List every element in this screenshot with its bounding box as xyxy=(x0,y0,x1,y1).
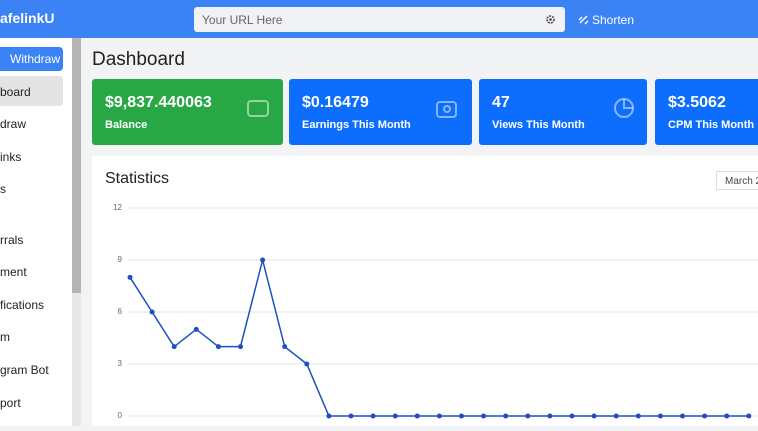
nav-item[interactable]: port xyxy=(0,396,21,410)
point xyxy=(414,413,420,419)
nav-item[interactable]: fications xyxy=(0,298,45,312)
scrollbar-thumb[interactable] xyxy=(72,38,81,293)
point xyxy=(215,344,221,350)
nav-item[interactable]: m xyxy=(0,330,10,344)
sidebar: Withdraw board draw inks s rrals ment fication… xyxy=(0,38,72,426)
balance-card: $9,837.440063 Balance xyxy=(92,79,283,145)
chart: 0 3 6 9 12 xyxy=(113,203,758,420)
nav-item[interactable]: board xyxy=(0,85,31,99)
point xyxy=(282,344,288,350)
point xyxy=(525,413,531,419)
point xyxy=(635,413,641,419)
header: afelinkU Your URL Here Shorten xyxy=(0,0,758,38)
point xyxy=(348,413,354,419)
y-tick-label: 6 xyxy=(118,307,123,316)
point xyxy=(193,326,199,332)
card-icon xyxy=(436,101,457,118)
settings-icon[interactable] xyxy=(545,14,556,25)
point xyxy=(436,413,442,419)
cpm-card: $3.5062 CPM This Month xyxy=(655,79,758,145)
shorten-button[interactable]: Shorten xyxy=(592,13,635,27)
statistics-panel: 0 3 6 9 12 xyxy=(92,156,758,426)
point xyxy=(260,257,266,263)
card-value: $9,837.440063 xyxy=(105,94,212,111)
point xyxy=(680,413,685,419)
card-icon xyxy=(614,98,634,118)
nav-item[interactable]: draw xyxy=(0,117,27,131)
point xyxy=(746,413,752,419)
card-icon xyxy=(247,100,269,117)
point xyxy=(392,413,398,419)
panel-title: Statistics xyxy=(105,170,170,187)
nav-item[interactable]: ment xyxy=(0,265,27,279)
brand[interactable]: afelinkU xyxy=(0,10,55,26)
point xyxy=(127,274,133,280)
point xyxy=(370,413,376,419)
views-card: 47 Views This Month xyxy=(479,79,647,145)
card-label: Views This Month xyxy=(492,119,585,131)
point xyxy=(459,413,464,419)
y-tick-label: 3 xyxy=(118,359,123,368)
point xyxy=(149,309,155,315)
point xyxy=(569,413,575,419)
placeholder: Your URL Here xyxy=(202,13,283,27)
point xyxy=(613,413,619,419)
card-value: 47 xyxy=(492,94,510,111)
active-item xyxy=(0,76,63,106)
y-tick-label: 9 xyxy=(118,255,123,264)
nav-item[interactable]: inks xyxy=(0,150,22,164)
point xyxy=(171,344,177,350)
nav-item[interactable]: rrals xyxy=(0,233,24,247)
link-icon xyxy=(578,15,589,25)
y-tick-label: 12 xyxy=(113,203,122,212)
point xyxy=(481,413,487,419)
y-tick-label: 0 xyxy=(118,411,123,420)
card-label: CPM This Month xyxy=(668,119,755,131)
point xyxy=(724,413,730,419)
point xyxy=(547,413,553,419)
point xyxy=(591,413,597,419)
url-input[interactable]: Your URL Here xyxy=(194,7,565,32)
card-label: Earnings This Month xyxy=(302,119,411,131)
card-value: $0.16479 xyxy=(302,94,369,111)
point xyxy=(304,361,310,367)
point xyxy=(702,413,708,419)
withdraw-button[interactable]: Withdraw xyxy=(0,47,63,71)
earnings-card: $0.16479 Earnings This Month xyxy=(289,79,472,145)
card-label: Balance xyxy=(105,119,148,131)
point xyxy=(238,344,243,350)
nav-item[interactable]: s xyxy=(0,182,6,196)
page-title: Dashboard xyxy=(92,49,185,70)
card-value: $3.5062 xyxy=(668,94,726,111)
nav-item[interactable]: gram Bot xyxy=(0,363,49,377)
date-picker[interactable]: March 2 xyxy=(716,171,758,190)
line xyxy=(129,259,749,417)
point xyxy=(503,413,509,419)
point xyxy=(657,413,663,419)
point xyxy=(326,413,332,419)
